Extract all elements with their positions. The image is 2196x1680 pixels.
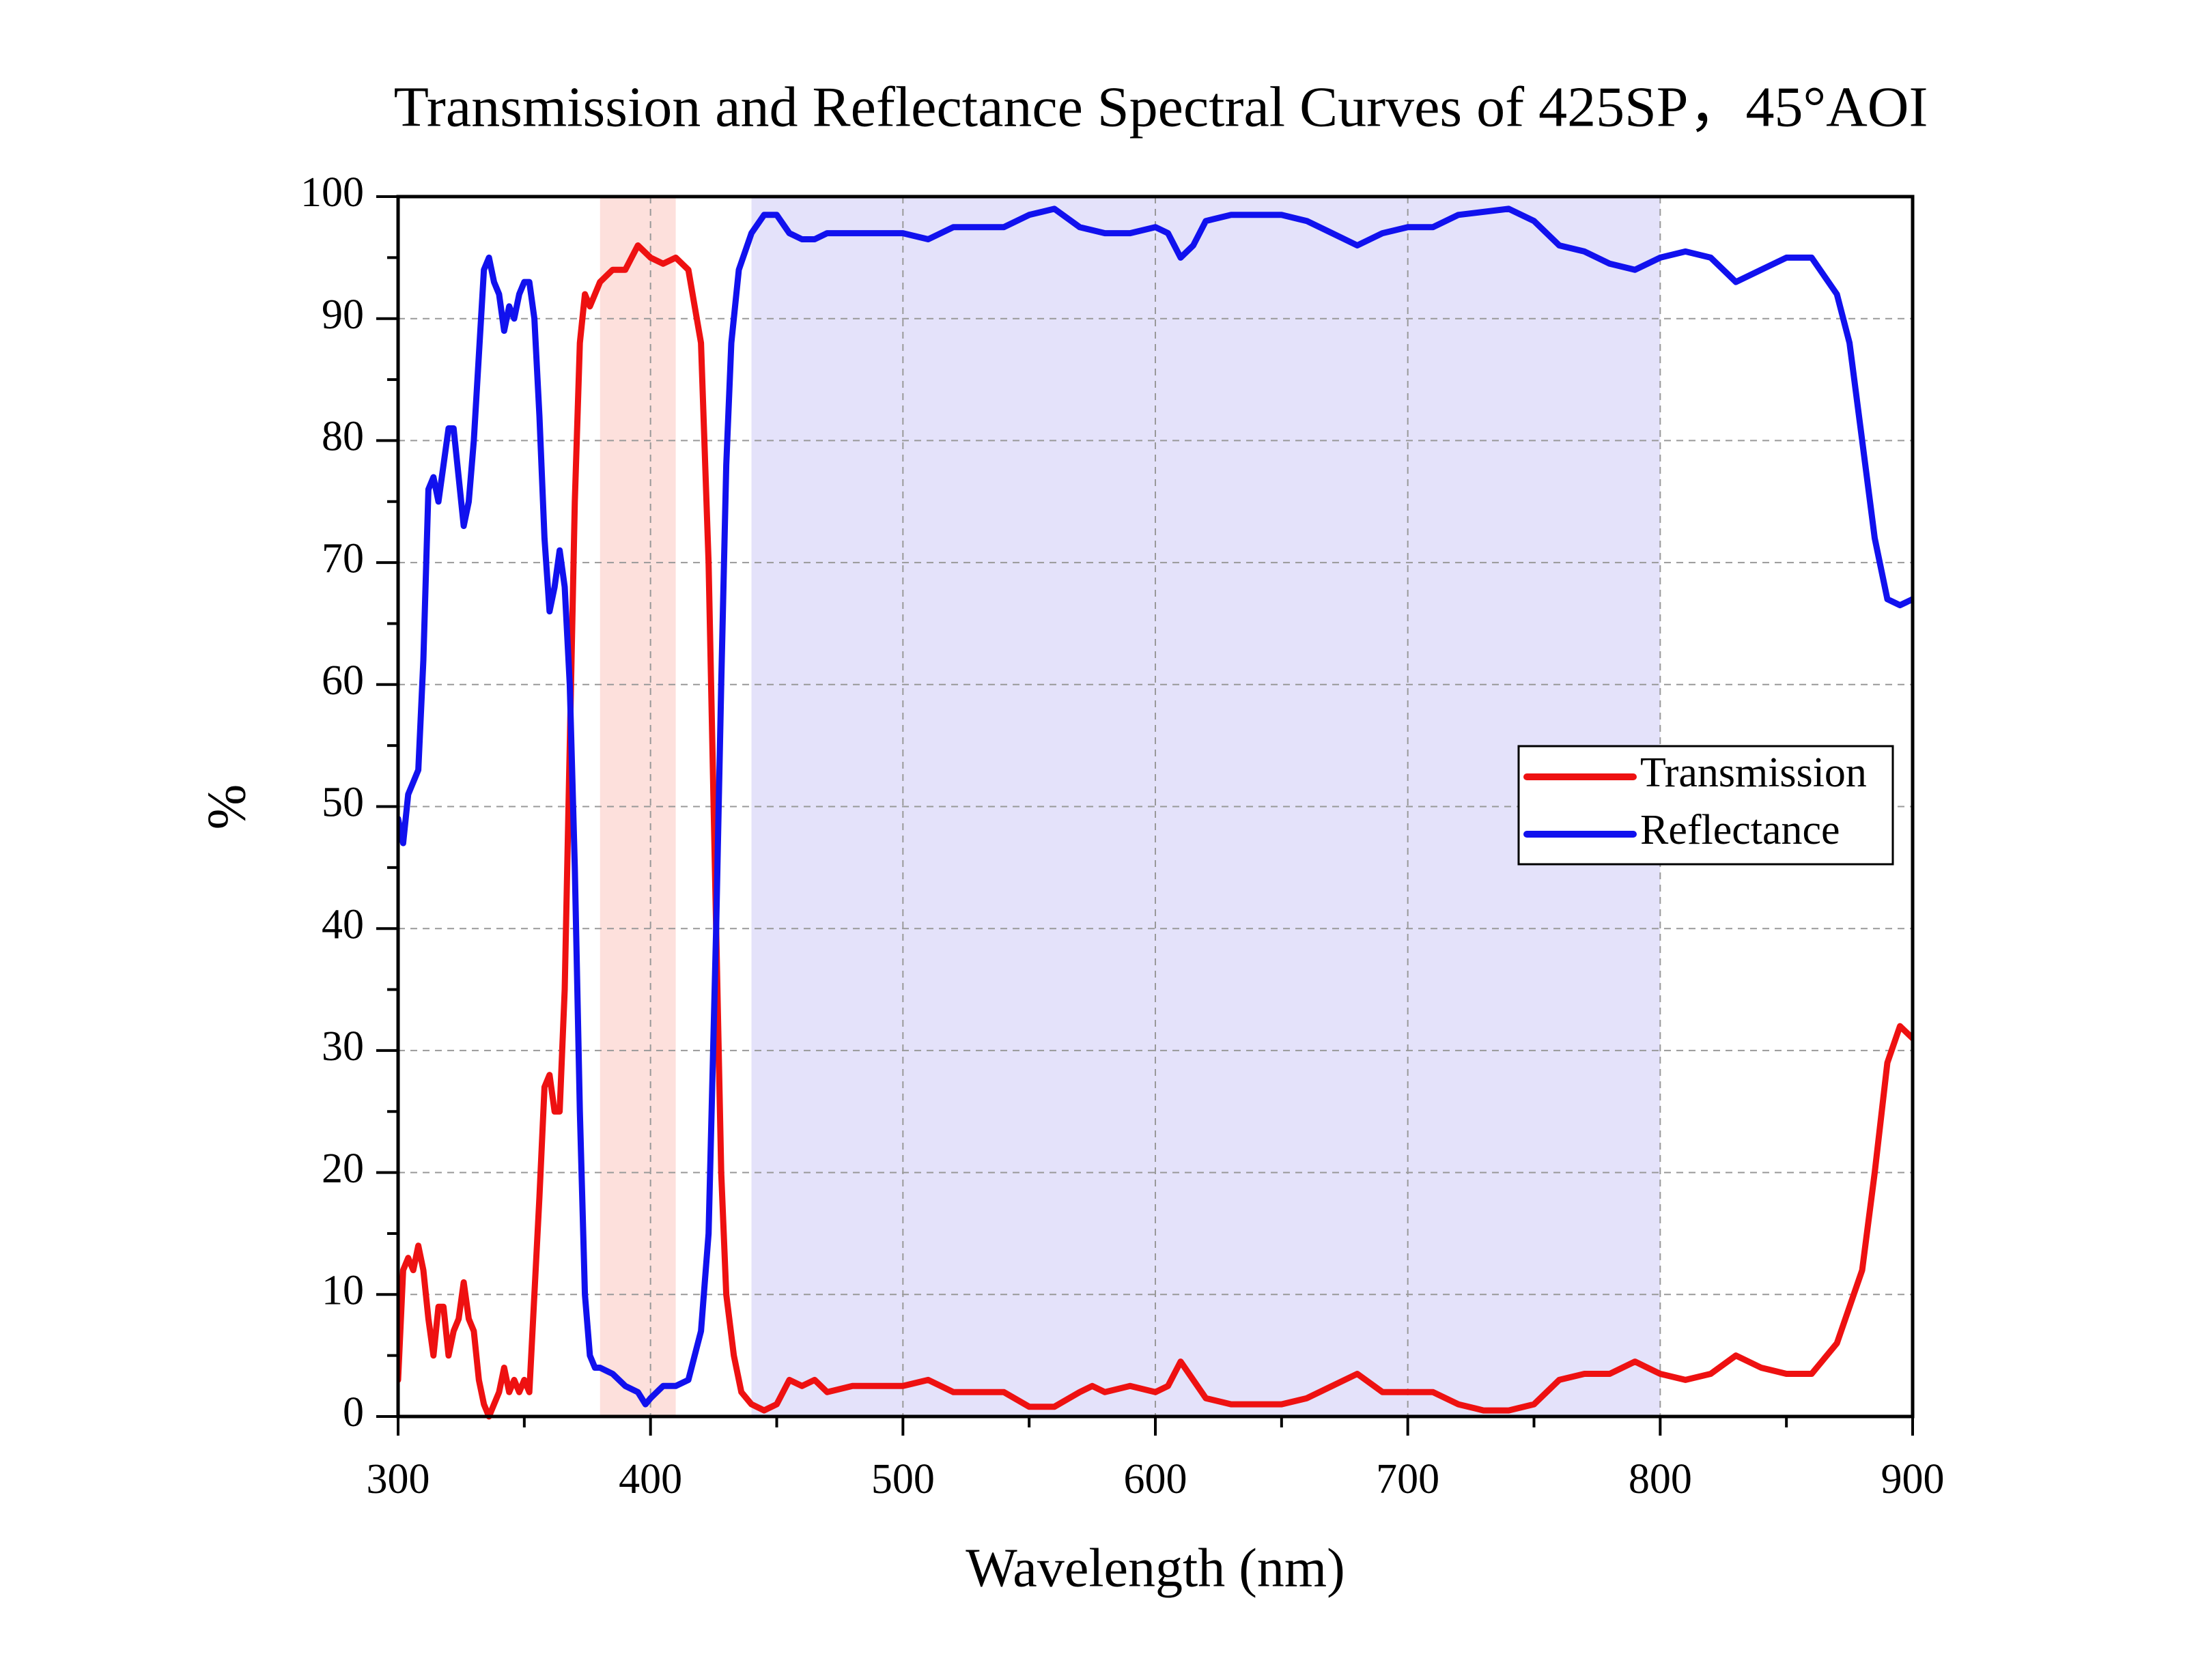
y-tick-label: 40 bbox=[322, 901, 364, 948]
y-tick-label: 30 bbox=[322, 1023, 364, 1070]
series-line bbox=[398, 205, 1913, 1408]
y-tick-label: 20 bbox=[322, 1145, 364, 1192]
x-tick-label: 700 bbox=[1376, 1456, 1439, 1503]
x-tick-label: 600 bbox=[1124, 1456, 1187, 1503]
x-tick-label: 800 bbox=[1629, 1456, 1692, 1503]
legend-label: Reflectance bbox=[1640, 807, 1840, 853]
y-tick-label: 70 bbox=[322, 535, 364, 582]
x-tick-label: 900 bbox=[1881, 1456, 1945, 1503]
legend-box bbox=[1517, 745, 1894, 866]
y-tick-label: 80 bbox=[322, 414, 364, 460]
y-tick-label: 60 bbox=[322, 657, 364, 704]
x-tick-label: 300 bbox=[367, 1456, 430, 1503]
y-tick-label: 90 bbox=[322, 291, 364, 338]
plot-frame bbox=[396, 195, 1915, 1419]
y-tick-label: 10 bbox=[322, 1268, 364, 1314]
y-tick-label: 100 bbox=[300, 169, 364, 216]
chart-title: Transmission and Reflectance Spectral Cu… bbox=[394, 75, 1928, 139]
y-tick-label: 50 bbox=[322, 780, 364, 826]
x-tick-label: 400 bbox=[619, 1456, 682, 1503]
x-axis-label: Wavelength (nm) bbox=[966, 1538, 1345, 1598]
legend-label: Transmission bbox=[1640, 750, 1867, 796]
y-tick-label: 0 bbox=[343, 1389, 364, 1436]
y-axis-label: % bbox=[197, 784, 257, 830]
x-tick-label: 500 bbox=[871, 1456, 935, 1503]
